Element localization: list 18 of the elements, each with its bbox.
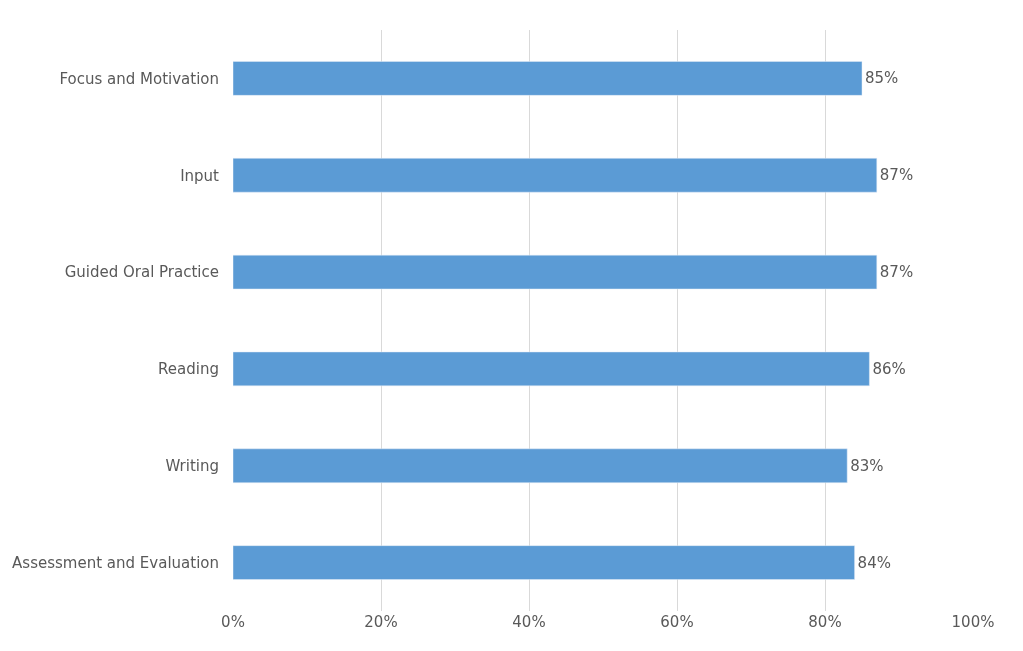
y-tick-label: Input	[180, 166, 220, 185]
x-tick-label: 20%	[364, 613, 398, 631]
x-tick-label: 100%	[951, 613, 995, 631]
y-tick-label: Focus and Motivation	[59, 69, 219, 88]
data-label: 83%	[850, 456, 884, 475]
data-label: 84%	[857, 553, 891, 572]
y-tick-label: Assessment and Evaluation	[12, 553, 219, 572]
y-tick-label: Guided Oral Practice	[64, 263, 219, 282]
y-tick-label: Reading	[158, 360, 219, 379]
x-tick-label: 80%	[808, 613, 842, 631]
data-label: 85%	[865, 69, 899, 88]
data-label: 87%	[879, 263, 914, 282]
data-label: 86%	[872, 359, 906, 378]
y-tick-label: Writing	[165, 457, 219, 475]
x-tick-label: 40%	[512, 613, 546, 631]
data-label: 87%	[879, 166, 914, 185]
x-tick-label: 60%	[660, 613, 694, 631]
x-tick-label: 0%	[221, 613, 245, 631]
